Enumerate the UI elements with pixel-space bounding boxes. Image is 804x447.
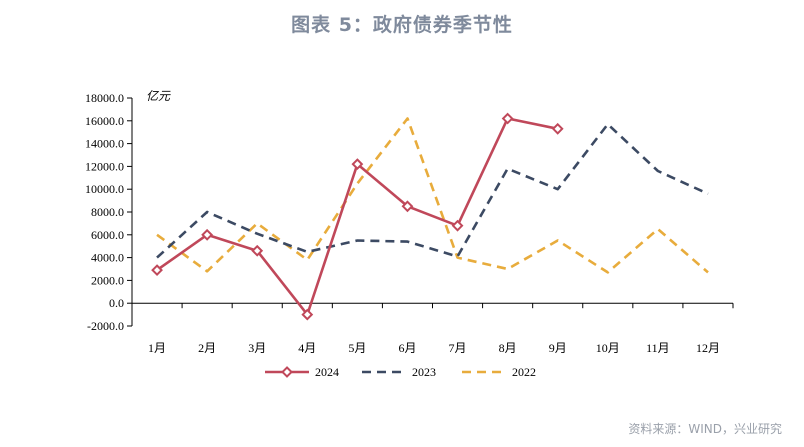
- legend-label-2024: 2024: [315, 365, 339, 379]
- y-tick-label: 2000.0: [91, 273, 124, 287]
- y-tick-label: 18000.0: [85, 91, 124, 105]
- data-point-2024: [501, 112, 514, 125]
- source-note: 资料来源：WIND，兴业研究: [628, 422, 782, 436]
- data-point-2024: [551, 122, 564, 135]
- series-line-2023: [156, 122, 709, 259]
- x-tick-label: 4月: [298, 341, 316, 355]
- data-point-2024: [151, 264, 163, 277]
- x-tick-label: 5月: [348, 341, 366, 355]
- x-axis: 1月 2月 3月 4月 5月 6月 7月 8月 9月 10月 11月 12月: [131, 302, 734, 355]
- y-tick-label: 0.0: [109, 296, 124, 310]
- x-tick-label: 8月: [499, 341, 517, 355]
- legend-label-2023: 2023: [412, 365, 436, 379]
- y-tick-label: 8000.0: [91, 205, 124, 219]
- series-line-2022: [156, 117, 709, 274]
- y-tick-label: -2000.0: [87, 319, 124, 333]
- y-axis: -2000.0 0.0 2000.0 4000.0 6000.0 8000.0 10000.…: [85, 91, 133, 333]
- series-layer: [151, 112, 709, 321]
- y-tick-label: 16000.0: [85, 114, 124, 128]
- x-tick-label: 2月: [198, 341, 216, 355]
- data-point-2024: [451, 219, 464, 232]
- y-unit-label: 亿元: [146, 89, 171, 103]
- data-point-2024: [401, 200, 414, 213]
- data-point-2024: [301, 308, 314, 321]
- data-point-2024: [351, 158, 364, 171]
- y-tick-label: 12000.0: [85, 159, 124, 173]
- chart-title: 图表 5：政府债券季节性: [291, 14, 513, 36]
- y-tick-label: 14000.0: [85, 137, 124, 151]
- x-tick-label: 7月: [449, 341, 467, 355]
- x-tick-label: 3月: [248, 341, 266, 355]
- y-tick-label: 6000.0: [91, 228, 124, 242]
- data-point-2024: [201, 228, 214, 241]
- x-tick-label: 1月: [148, 341, 166, 355]
- y-tick-label: 4000.0: [91, 251, 124, 265]
- legend: 2024 2023 2022: [265, 365, 536, 379]
- x-tick-label: 11月: [646, 341, 670, 355]
- x-tick-label: 10月: [596, 341, 620, 355]
- x-tick-label: 12月: [696, 341, 720, 355]
- legend-marker-2024: [281, 366, 293, 378]
- x-tick-label: 6月: [398, 341, 416, 355]
- y-tick-label: 10000.0: [85, 182, 124, 196]
- legend-label-2022: 2022: [512, 365, 536, 379]
- data-point-2024: [251, 244, 264, 257]
- x-tick-label: 9月: [549, 341, 567, 355]
